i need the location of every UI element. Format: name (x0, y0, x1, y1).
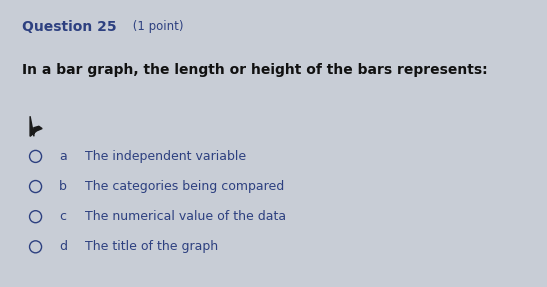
Text: (1 point): (1 point) (129, 20, 183, 33)
Text: In a bar graph, the length or height of the bars represents:: In a bar graph, the length or height of … (22, 63, 487, 77)
Text: b: b (59, 180, 67, 193)
Text: c: c (60, 210, 66, 223)
Text: Question 25: Question 25 (22, 20, 117, 34)
Polygon shape (30, 116, 42, 136)
Text: The categories being compared: The categories being compared (85, 180, 284, 193)
Text: The title of the graph: The title of the graph (85, 240, 218, 253)
Text: The numerical value of the data: The numerical value of the data (85, 210, 286, 223)
Text: The independent variable: The independent variable (85, 150, 246, 163)
Text: a: a (59, 150, 67, 163)
Text: d: d (59, 240, 67, 253)
